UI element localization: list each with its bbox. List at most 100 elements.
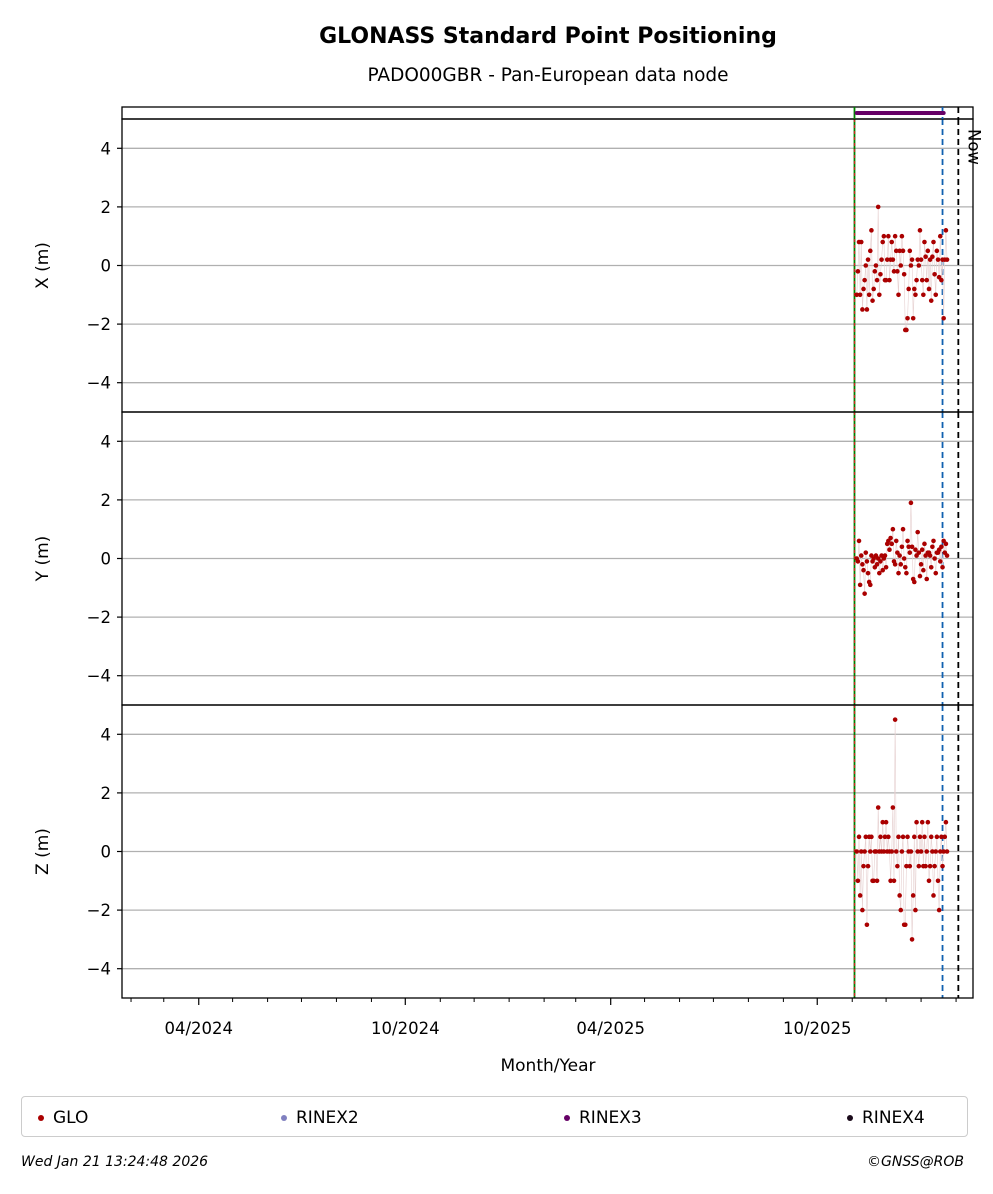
status-strip bbox=[121, 106, 974, 120]
data-point-glo bbox=[854, 849, 860, 854]
data-point-glo bbox=[937, 233, 943, 239]
data-point-glo bbox=[905, 834, 910, 840]
data-point-glo bbox=[865, 863, 871, 869]
y-tick-label: −2 bbox=[87, 608, 111, 627]
data-point-glo bbox=[866, 292, 872, 298]
series-line-glo bbox=[856, 719, 948, 940]
data-point-glo bbox=[918, 849, 924, 854]
data-point-glo bbox=[857, 582, 863, 588]
data-point-glo bbox=[943, 228, 949, 233]
x-axis-label: Month/Year bbox=[500, 1056, 595, 1076]
data-point-glo bbox=[907, 248, 913, 254]
data-point-glo bbox=[922, 834, 927, 840]
data-point-glo bbox=[880, 239, 886, 245]
data-point-glo bbox=[883, 277, 889, 283]
data-point-glo bbox=[889, 541, 895, 547]
data-point-glo bbox=[878, 271, 883, 277]
data-point-glo bbox=[893, 248, 899, 254]
data-point-glo bbox=[888, 535, 893, 541]
data-point-glo bbox=[937, 849, 943, 854]
data-point-glo bbox=[887, 277, 892, 283]
y-tick-label: −2 bbox=[87, 901, 111, 920]
data-point-glo bbox=[857, 893, 863, 898]
data-point-glo bbox=[860, 907, 865, 913]
data-point-glo bbox=[871, 878, 876, 884]
data-point-glo bbox=[939, 544, 944, 550]
data-point-glo bbox=[935, 257, 941, 262]
data-point-glo bbox=[906, 286, 911, 292]
data-point-glo bbox=[864, 307, 870, 312]
data-point-glo bbox=[924, 277, 930, 283]
data-point-glo bbox=[863, 263, 869, 268]
data-point-glo bbox=[867, 248, 873, 254]
data-point-glo bbox=[931, 538, 936, 544]
data-point-glo bbox=[864, 559, 870, 564]
y-axis-label: X (m) bbox=[33, 242, 53, 289]
legend-label-rinex3: RINEX3 bbox=[579, 1107, 642, 1128]
data-point-glo bbox=[890, 805, 896, 810]
data-point-glo bbox=[892, 233, 898, 239]
data-point-glo bbox=[927, 553, 933, 558]
data-point-glo bbox=[858, 849, 864, 854]
legend-item-rinex4: RINEX4 bbox=[847, 1097, 925, 1138]
data-point-glo bbox=[919, 547, 925, 553]
data-point-glo bbox=[874, 277, 880, 283]
data-point-glo bbox=[935, 878, 941, 884]
chart-subtitle: PADO00GBR - Pan-European data node bbox=[367, 65, 728, 86]
data-point-glo bbox=[913, 292, 918, 298]
data-point-glo bbox=[909, 937, 915, 942]
data-point-glo bbox=[883, 564, 889, 570]
data-point-glo bbox=[865, 257, 871, 262]
data-point-glo bbox=[899, 544, 905, 550]
y-tick-label: 4 bbox=[101, 139, 112, 158]
data-point-glo bbox=[892, 717, 898, 722]
x-tick-label: 04/2024 bbox=[164, 1019, 233, 1038]
data-point-glo bbox=[916, 263, 922, 268]
data-point-glo bbox=[889, 239, 895, 245]
data-point-glo bbox=[860, 562, 865, 567]
data-point-glo bbox=[886, 233, 891, 239]
data-point-glo bbox=[940, 863, 945, 869]
y-tick-label: −4 bbox=[87, 374, 111, 393]
data-point-glo bbox=[896, 292, 901, 298]
data-point-glo bbox=[873, 263, 879, 268]
data-point-glo bbox=[882, 553, 888, 558]
data-point-glo bbox=[905, 315, 910, 321]
data-point-glo bbox=[891, 878, 897, 884]
data-point-glo bbox=[905, 538, 910, 544]
data-point-glo bbox=[880, 819, 886, 825]
data-point-glo bbox=[942, 834, 948, 840]
data-point-glo bbox=[924, 576, 930, 582]
data-point-glo bbox=[882, 834, 888, 840]
data-point-glo bbox=[904, 570, 909, 576]
y-tick-label: 2 bbox=[101, 491, 112, 510]
data-point-glo bbox=[874, 562, 880, 567]
data-point-glo bbox=[861, 286, 866, 292]
data-point-glo bbox=[864, 922, 870, 928]
data-point-glo bbox=[870, 298, 875, 303]
legend-marker-rinex3 bbox=[564, 1114, 570, 1121]
data-point-glo bbox=[910, 315, 916, 321]
data-point-glo bbox=[896, 834, 901, 840]
x-axis: 04/2024 10/2024 04/2025 10/2025 bbox=[130, 998, 957, 1038]
data-point-glo bbox=[913, 907, 918, 913]
y-tick-label: −2 bbox=[87, 315, 111, 334]
data-point-glo bbox=[940, 564, 945, 570]
data-point-glo bbox=[904, 327, 909, 333]
data-point-glo bbox=[861, 863, 866, 869]
data-point-glo bbox=[944, 553, 950, 558]
data-point-glo bbox=[898, 907, 904, 913]
data-point-glo bbox=[908, 500, 914, 506]
data-point-glo bbox=[923, 863, 928, 869]
data-point-glo bbox=[897, 893, 902, 898]
data-point-glo bbox=[886, 834, 891, 840]
legend-label-glo: GLO bbox=[53, 1107, 89, 1128]
now-label: Now bbox=[964, 129, 983, 165]
data-point-glo bbox=[865, 570, 871, 576]
data-point-glo bbox=[862, 277, 867, 283]
data-point-glo bbox=[917, 834, 923, 840]
data-point-glo bbox=[904, 863, 909, 869]
data-point-glo bbox=[915, 529, 920, 535]
data-point-glo bbox=[856, 834, 862, 840]
